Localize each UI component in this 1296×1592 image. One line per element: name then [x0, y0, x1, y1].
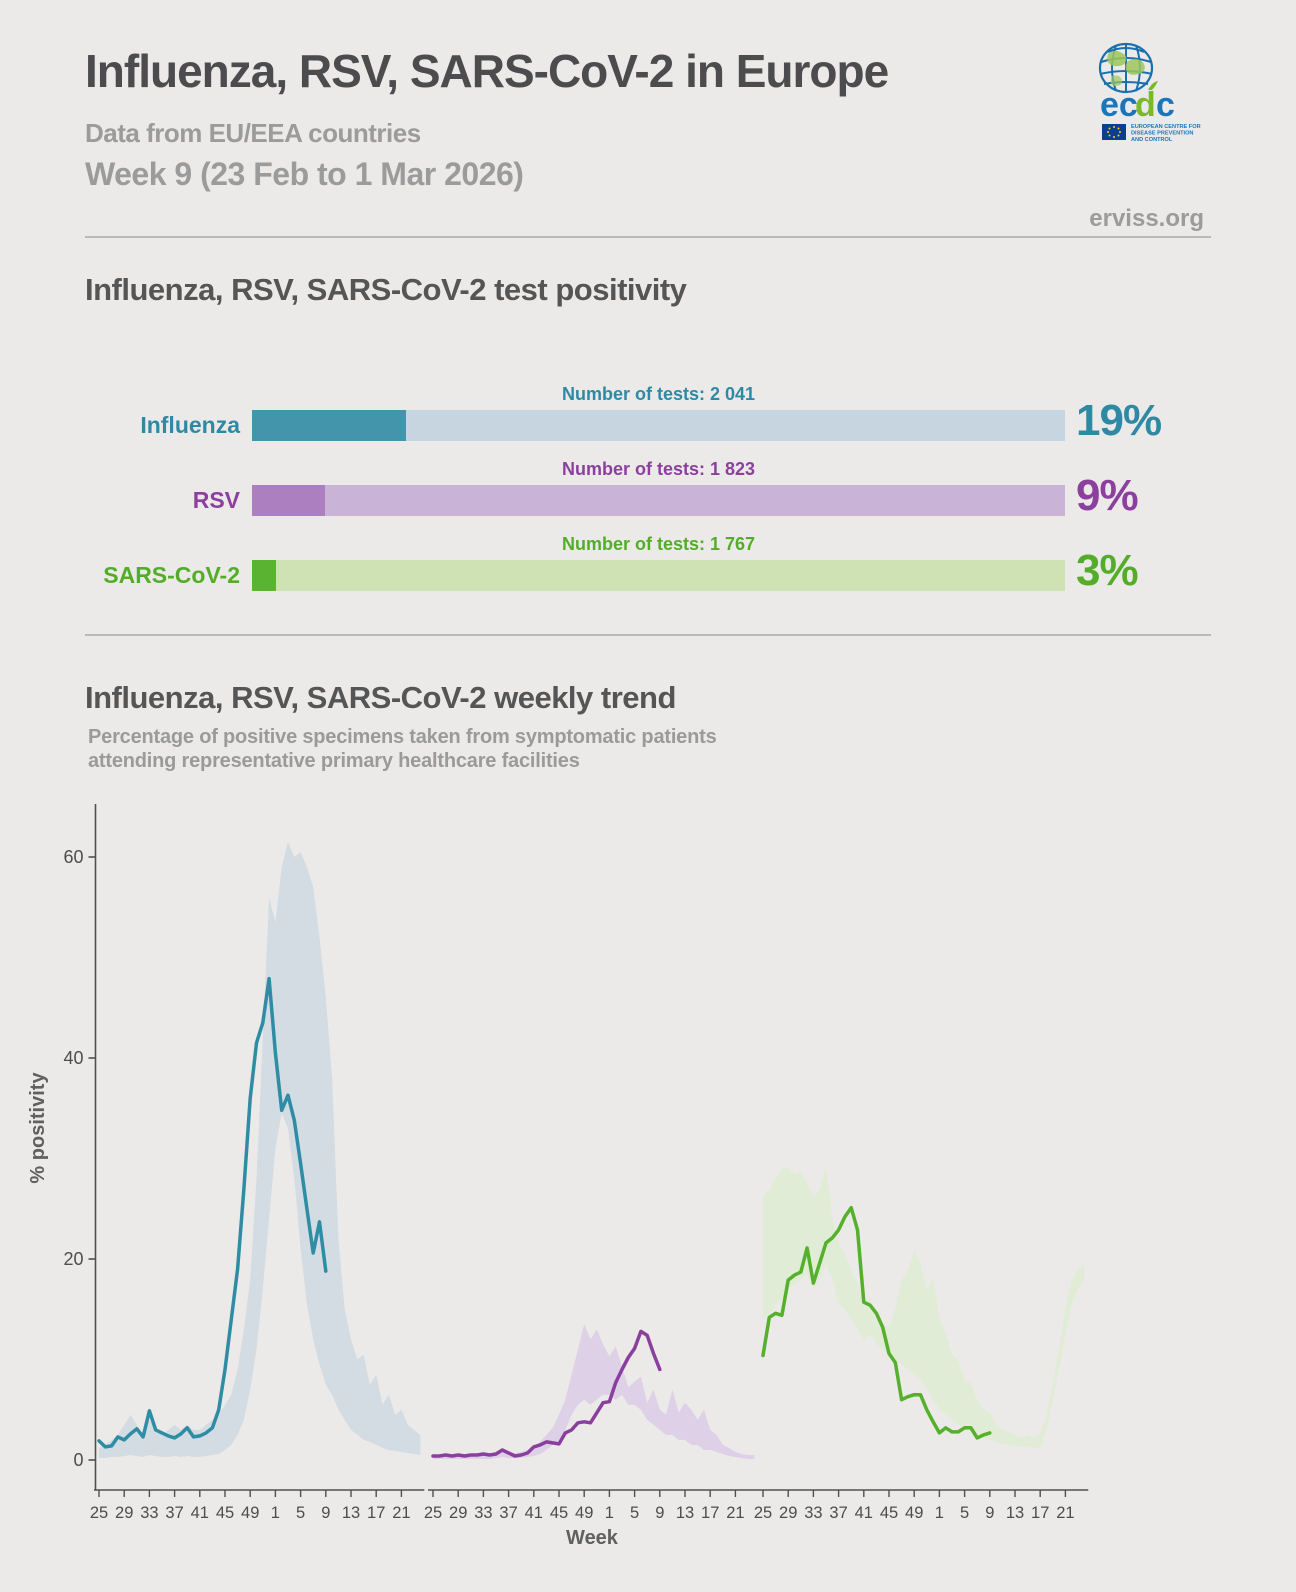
y-axis-title: % positivity: [27, 1072, 49, 1184]
svg-text:EUROPEAN CENTRE FOR: EUROPEAN CENTRE FOR: [1131, 124, 1201, 130]
influenza-historical-band: [99, 841, 421, 1458]
divider: [85, 236, 1211, 238]
x-tick-label: 1: [935, 1504, 944, 1522]
sars-cov-2-bar-fill: [252, 560, 277, 591]
x-tick-label: 29: [779, 1504, 797, 1522]
rsv-bar-fill: [252, 485, 326, 516]
page-subtitle: Data from EU/EEA countries: [85, 118, 421, 148]
x-tick-label: 33: [140, 1504, 158, 1522]
rsv-positivity-row: RSV Number of tests: 1 823 9%: [0, 459, 1296, 531]
x-tick-label: 21: [1056, 1504, 1074, 1522]
x-tick-label: 9: [655, 1504, 664, 1522]
sars-cov-2-positivity-row: SARS-CoV-2 Number of tests: 1 767 3%: [0, 534, 1296, 606]
ecdc-logo-graphic: ec d c EUROPEAN CENTRE FOR DISEASE PREVE…: [1098, 42, 1201, 143]
rsv-bar-track: [252, 485, 1065, 516]
x-tick-label: 9: [985, 1504, 994, 1522]
rsv-trend-line: [431, 1329, 662, 1458]
x-tick-label: 41: [191, 1504, 209, 1522]
x-tick-label: 29: [449, 1504, 467, 1522]
ecdc-logo: ec d c EUROPEAN CENTRE FOR DISEASE PREVE…: [1078, 40, 1208, 160]
x-tick-label: 45: [216, 1504, 234, 1522]
leaf-icon: [1148, 81, 1158, 90]
rsv-historical-band: [433, 1324, 755, 1459]
page-title: Influenza, RSV, SARS-CoV-2 in Europe: [85, 45, 889, 97]
y-tick-label: 60: [63, 847, 83, 867]
influenza-bar-track: [252, 410, 1065, 441]
x-tick-label: 21: [726, 1504, 744, 1522]
y-tick-label: 0: [73, 1450, 83, 1470]
x-tick-label: 49: [905, 1504, 923, 1522]
x-tick-label: 13: [342, 1504, 360, 1522]
x-tick-label: 41: [855, 1504, 873, 1522]
x-tick-label: 37: [499, 1504, 517, 1522]
eu-flag-icon: [1102, 124, 1126, 140]
x-tick-label: 5: [630, 1504, 639, 1522]
sars-cov-2-bar-track: [252, 560, 1065, 591]
trend-section-title: Influenza, RSV, SARS-CoV-2 weekly trend: [85, 680, 676, 715]
influenza-bar-label: Influenza: [140, 412, 240, 438]
x-tick-label: 49: [241, 1504, 259, 1522]
globe-icon: [1098, 42, 1154, 94]
rsv-bar-label: RSV: [192, 487, 240, 513]
sars-cov-2-positivity-value: 3%: [1076, 546, 1139, 595]
x-tick-label: 37: [165, 1504, 183, 1522]
trend-subtitle-line1: Percentage of positive specimens taken f…: [88, 726, 717, 748]
x-axis-title: Week: [566, 1527, 619, 1549]
x-tick-label: 1: [271, 1504, 280, 1522]
ecdc-wordmark: ec d c: [1100, 81, 1175, 124]
influenza-tests-count: Number of tests: 2 041: [561, 384, 756, 404]
erviss-link[interactable]: erviss.org: [1089, 205, 1204, 232]
svg-text:c: c: [1156, 86, 1175, 124]
svg-text:DISEASE PREVENTION: DISEASE PREVENTION: [1131, 131, 1193, 137]
week-label: Week 9 (23 Feb to 1 Mar 2026): [85, 156, 524, 192]
x-tick-label: 13: [676, 1504, 694, 1522]
influenza-positivity-row: Influenza Number of tests: 2 041 19%: [0, 384, 1296, 456]
x-tick-label: 17: [1031, 1504, 1049, 1522]
x-tick-label: 5: [960, 1504, 969, 1522]
influenza-trend-line: [97, 976, 328, 1449]
x-tick-label: 29: [115, 1504, 133, 1522]
x-tick-label: 49: [575, 1504, 593, 1522]
x-tick-label: 25: [424, 1504, 442, 1522]
sars-cov-2-bar-label: SARS-CoV-2: [103, 562, 240, 588]
x-tick-label: 41: [525, 1504, 543, 1522]
x-tick-label: 37: [829, 1504, 847, 1522]
x-tick-label: 9: [321, 1504, 330, 1522]
y-tick-label: 20: [63, 1249, 83, 1269]
x-tick-label: 33: [804, 1504, 822, 1522]
x-tick-label: 1: [605, 1504, 614, 1522]
svg-text:d: d: [1135, 86, 1156, 124]
x-tick-label: 45: [550, 1504, 568, 1522]
rsv-tests-count: Number of tests: 1 823: [561, 459, 756, 479]
sars-cov-2-historical-band: [763, 1166, 1085, 1448]
divider: [85, 634, 1211, 636]
x-tick-label: 33: [474, 1504, 492, 1522]
sars-cov-2-trend-line: [761, 1205, 992, 1440]
x-tick-label: 13: [1006, 1504, 1024, 1522]
x-tick-label: 17: [367, 1504, 385, 1522]
trend-subtitle-line2: attending representative primary healthc…: [88, 750, 580, 772]
x-tick-label: 21: [392, 1504, 410, 1522]
svg-text:ec: ec: [1100, 86, 1138, 124]
rsv-positivity-value: 9%: [1076, 471, 1139, 520]
influenza-bar-fill: [252, 410, 407, 441]
positivity-section-title: Influenza, RSV, SARS-CoV-2 test positivi…: [85, 272, 687, 307]
x-tick-label: 5: [296, 1504, 305, 1522]
ecdc-org-name: EUROPEAN CENTRE FOR DISEASE PREVENTION A…: [1131, 124, 1201, 143]
x-tick-label: 25: [90, 1504, 108, 1522]
influenza-positivity-value: 19%: [1076, 396, 1162, 445]
y-tick-label: 40: [63, 1048, 83, 1068]
svg-text:AND CONTROL: AND CONTROL: [1131, 137, 1173, 143]
x-tick-label: 45: [880, 1504, 898, 1522]
x-tick-label: 17: [701, 1504, 719, 1522]
x-tick-label: 25: [754, 1504, 772, 1522]
sars-cov-2-tests-count: Number of tests: 1 767: [561, 534, 756, 554]
